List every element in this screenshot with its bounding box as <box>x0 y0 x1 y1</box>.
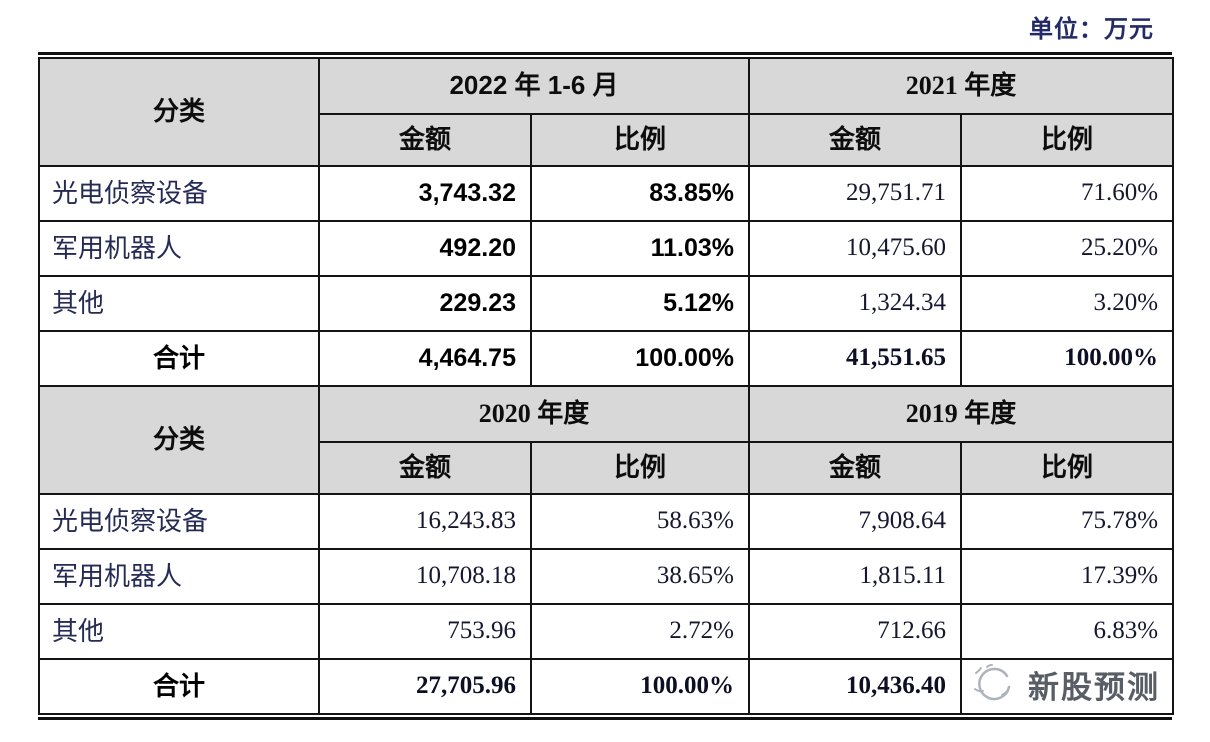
ratio-cell: 71.60% <box>959 165 1175 222</box>
financial-table: 分类 2022 年 1-6 月 2021 年度 金额 比例 金额 比例 光电侦察… <box>38 57 1175 715</box>
bottom-double-rule <box>38 717 1172 720</box>
total-label-cell: 合计 <box>38 330 320 387</box>
ratio-cell <box>959 658 1175 715</box>
ratio-cell: 100.00% <box>530 658 750 715</box>
amount-cell: 3,743.32 <box>318 165 532 222</box>
table-row: 军用机器人 10,708.18 38.65% 1,815.11 17.39% <box>38 548 1175 605</box>
ratio-cell: 2.72% <box>530 603 750 660</box>
unit-label: 单位：万元 <box>1029 16 1154 43</box>
amount-cell: 229.23 <box>318 275 532 332</box>
total-row: 合计 4,464.75 100.00% 41,551.65 100.00% <box>38 330 1175 387</box>
ratio-cell: 11.03% <box>530 220 750 277</box>
category-column-header: 分类 <box>38 57 320 167</box>
amount-cell: 4,464.75 <box>318 330 532 387</box>
period-header-2021: 2021 年度 <box>747 57 1175 115</box>
ratio-cell: 100.00% <box>959 330 1175 387</box>
amount-cell: 1,324.34 <box>748 275 962 332</box>
top-double-rule <box>38 52 1172 55</box>
ratio-cell: 38.65% <box>530 548 750 605</box>
amount-cell: 27,705.96 <box>318 658 532 715</box>
amount-header: 金额 <box>748 113 962 167</box>
ratio-cell: 5.12% <box>530 275 750 332</box>
amount-cell: 10,475.60 <box>748 220 962 277</box>
ratio-cell: 58.63% <box>530 493 750 550</box>
amount-cell: 753.96 <box>318 603 532 660</box>
category-cell: 军用机器人 <box>38 220 320 277</box>
category-cell: 其他 <box>38 603 320 660</box>
amount-cell: 712.66 <box>748 603 962 660</box>
ratio-cell: 3.20% <box>959 275 1175 332</box>
ratio-header: 比例 <box>530 113 750 167</box>
table-row: 军用机器人 492.20 11.03% 10,475.60 25.20% <box>38 220 1175 277</box>
category-cell: 其他 <box>38 275 320 332</box>
amount-cell: 29,751.71 <box>748 165 962 222</box>
ratio-cell: 6.83% <box>959 603 1175 660</box>
category-cell: 军用机器人 <box>38 548 320 605</box>
ratio-header: 比例 <box>959 441 1175 495</box>
period-header-2019: 2019 年度 <box>747 385 1175 443</box>
period-header-2020: 2020 年度 <box>318 385 750 443</box>
table-row: 光电侦察设备 3,743.32 83.85% 29,751.71 71.60% <box>38 165 1175 222</box>
ratio-cell: 75.78% <box>959 493 1175 550</box>
revenue-breakdown-table: 分类 2022 年 1-6 月 2021 年度 金额 比例 金额 比例 光电侦察… <box>38 52 1175 720</box>
ratio-header: 比例 <box>959 113 1175 167</box>
ratio-cell: 25.20% <box>959 220 1175 277</box>
ratio-header: 比例 <box>530 441 750 495</box>
total-label-cell: 合计 <box>38 658 320 715</box>
ratio-cell: 17.39% <box>959 548 1175 605</box>
amount-cell: 7,908.64 <box>748 493 962 550</box>
table-row: 光电侦察设备 16,243.83 58.63% 7,908.64 75.78% <box>38 493 1175 550</box>
category-column-header: 分类 <box>38 385 320 495</box>
unit-row: 单位：万元 <box>0 0 1210 52</box>
amount-header: 金额 <box>748 441 962 495</box>
amount-cell: 41,551.65 <box>748 330 962 387</box>
amount-cell: 1,815.11 <box>748 548 962 605</box>
table-row: 其他 229.23 5.12% 1,324.34 3.20% <box>38 275 1175 332</box>
period-header-2022h1: 2022 年 1-6 月 <box>318 57 750 115</box>
amount-cell: 492.20 <box>318 220 532 277</box>
category-cell: 光电侦察设备 <box>38 493 320 550</box>
amount-cell: 10,708.18 <box>318 548 532 605</box>
table-row: 其他 753.96 2.72% 712.66 6.83% <box>38 603 1175 660</box>
amount-header: 金额 <box>318 441 532 495</box>
amount-header: 金额 <box>318 113 532 167</box>
ratio-cell: 100.00% <box>530 330 750 387</box>
total-row: 合计 27,705.96 100.00% 10,436.40 <box>38 658 1175 715</box>
ratio-cell: 83.85% <box>530 165 750 222</box>
amount-cell: 16,243.83 <box>318 493 532 550</box>
category-cell: 光电侦察设备 <box>38 165 320 222</box>
amount-cell: 10,436.40 <box>748 658 962 715</box>
